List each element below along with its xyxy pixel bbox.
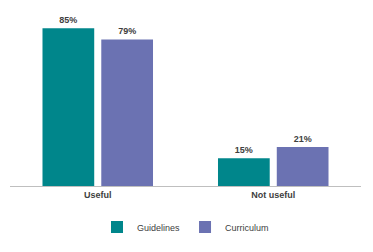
svg-text:Useful: Useful: [84, 190, 112, 200]
svg-text:Guidelines: Guidelines: [137, 223, 180, 233]
svg-text:79%: 79%: [118, 26, 136, 36]
svg-text:21%: 21%: [294, 134, 312, 144]
svg-text:Curriculum: Curriculum: [225, 223, 269, 233]
svg-text:15%: 15%: [235, 145, 253, 155]
svg-text:Not useful: Not useful: [251, 190, 295, 200]
svg-text:85%: 85%: [59, 15, 77, 25]
